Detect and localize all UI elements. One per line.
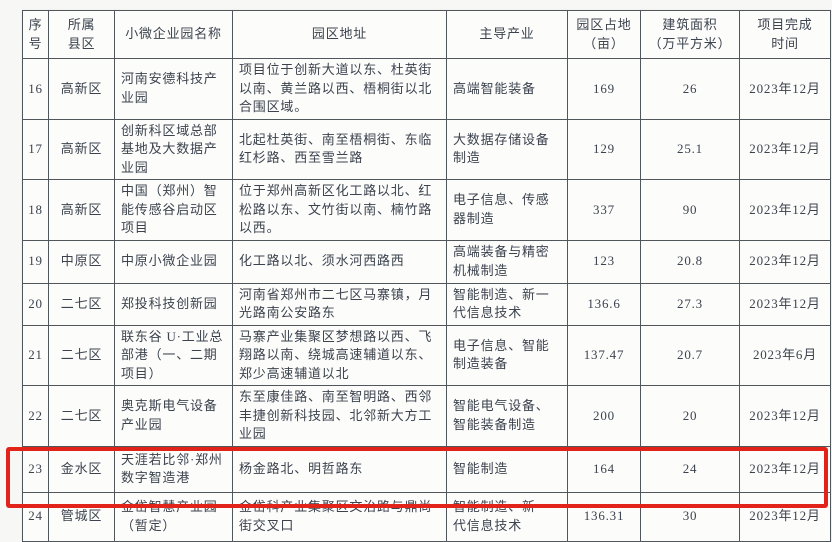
cell-completion-time: 2023年12月 [739, 239, 831, 284]
cell-address: 金岱科产业集聚区文治路与鼎尚街交叉口 [232, 491, 447, 542]
cell-industry: 智能制造、新一代信息技术 [446, 491, 568, 542]
cell-area: 337 [567, 179, 641, 241]
cell-park-name: 中原小微企业园 [114, 239, 233, 284]
cell-industry: 高端装备与精密机械制造 [446, 239, 568, 284]
cell-building-area: 20 [640, 385, 740, 447]
cell-area: 136.31 [567, 491, 641, 542]
cell-address: 北起杜英街、南至梧桐街、东临红杉路、西至雪兰路 [232, 118, 447, 180]
cell-park-name: 奥克斯电气设备产业园 [114, 385, 233, 447]
header-district: 所属 县区 [48, 10, 115, 59]
header-building-area: 建筑面积 （万平方米） [640, 10, 740, 59]
cell-completion-time: 2023年6月 [739, 324, 831, 386]
table-row: 18 高新区 中国（郑州）智能传感谷启动区项目 位于郑州高新区化工路以北、红松路… [22, 179, 831, 241]
enterprise-parks-table: 序 号 所属 县区 小微企业园名称 园区地址 主导产业 园区占地 （亩） 建筑面… [22, 10, 831, 542]
cell-serial: 19 [22, 239, 49, 284]
cell-district: 二七区 [48, 282, 115, 326]
table-row: 23 金水区 天涯若比邻·郑州数字智造港 杨金路北、明哲路东 智能制造 164 … [22, 445, 831, 493]
table-row: 22 二七区 奥克斯电气设备产业园 东至康佳路、南至智明路、西邻丰捷创新科技园、… [22, 385, 831, 447]
cell-area: 123 [567, 239, 641, 284]
cell-park-name: 创新科区域总部基地及大数据产业园 [114, 118, 233, 180]
cell-district: 二七区 [48, 385, 115, 447]
cell-completion-time: 2023年12月 [739, 385, 831, 447]
cell-building-area: 24 [640, 445, 740, 493]
cell-park-name: 郑投科技创新园 [114, 282, 233, 326]
header-industry: 主导产业 [446, 10, 568, 59]
cell-address: 马寨产业集聚区梦想路以西、飞翔路以南、绕城高速辅道以东、郑少高速辅道以北 [232, 324, 447, 386]
cell-building-area: 20.7 [640, 324, 740, 386]
table-row: 16 高新区 河南安德科技产业园 项目位于创新大道以东、杜英街以南、黄兰路以西、… [22, 58, 831, 120]
cell-park-name: 联东谷 U·工业总部港（一、二期项目） [114, 324, 233, 386]
table-row-highlighted: 24 管城区 金岱智慧产业园（暂定） 金岱科产业集聚区文治路与鼎尚街交叉口 智能… [22, 491, 831, 542]
cell-address: 位于郑州高新区化工路以北、红松路以东、文竹街以南、楠竹路以西。 [232, 179, 447, 241]
table-header-row: 序 号 所属 县区 小微企业园名称 园区地址 主导产业 园区占地 （亩） 建筑面… [22, 10, 831, 59]
cell-building-area: 27.3 [640, 282, 740, 326]
cell-building-area: 20.8 [640, 239, 740, 284]
header-area: 园区占地 （亩） [567, 10, 641, 59]
table-row: 19 中原区 中原小微企业园 化工路以北、须水河西路西 高端装备与精密机械制造 … [22, 239, 831, 284]
cell-serial: 22 [22, 385, 49, 447]
cell-address: 河南省郑州市二七区马寨镇，月光路南公安路东 [232, 282, 447, 326]
cell-district: 管城区 [48, 491, 115, 542]
cell-building-area: 90 [640, 179, 740, 241]
table-row: 20 二七区 郑投科技创新园 河南省郑州市二七区马寨镇，月光路南公安路东 智能制… [22, 282, 831, 326]
cell-building-area: 30 [640, 491, 740, 542]
header-serial: 序 号 [22, 10, 49, 59]
cell-district: 高新区 [48, 118, 115, 180]
cell-serial: 17 [22, 118, 49, 180]
cell-serial: 24 [22, 491, 49, 542]
cell-district: 二七区 [48, 324, 115, 386]
cell-industry: 智能制造 [446, 445, 568, 493]
cell-address: 杨金路北、明哲路东 [232, 445, 447, 493]
cell-serial: 16 [22, 58, 49, 120]
cell-park-name: 河南安德科技产业园 [114, 58, 233, 120]
cell-park-name: 天涯若比邻·郑州数字智造港 [114, 445, 233, 493]
cell-industry: 电子信息、智能制造装备 [446, 324, 568, 386]
cell-area: 164 [567, 445, 641, 493]
cell-completion-time: 2023年12月 [739, 179, 831, 241]
cell-address: 东至康佳路、南至智明路、西邻丰捷创新科技园、北邻新大方工业园 [232, 385, 447, 447]
cell-park-name: 金岱智慧产业园（暂定） [114, 491, 233, 542]
cell-area: 136.6 [567, 282, 641, 326]
cell-district: 金水区 [48, 445, 115, 493]
header-park-name: 小微企业园名称 [114, 10, 233, 59]
cell-industry: 智能制造、新一代信息技术 [446, 282, 568, 326]
cell-park-name: 中国（郑州）智能传感谷启动区项目 [114, 179, 233, 241]
cell-area: 200 [567, 385, 641, 447]
cell-industry: 电子信息、传感器制造 [446, 179, 568, 241]
header-address: 园区地址 [232, 10, 447, 59]
cell-industry: 大数据存储设备制造 [446, 118, 568, 180]
cell-building-area: 26 [640, 58, 740, 120]
cell-completion-time: 2023年12月 [739, 58, 831, 120]
cell-serial: 20 [22, 282, 49, 326]
cell-completion-time: 2023年12月 [739, 491, 831, 542]
cell-serial: 23 [22, 445, 49, 493]
cell-completion-time: 2023年12月 [739, 282, 831, 326]
cell-district: 中原区 [48, 239, 115, 284]
table-row: 21 二七区 联东谷 U·工业总部港（一、二期项目） 马寨产业集聚区梦想路以西、… [22, 324, 831, 386]
cell-serial: 18 [22, 179, 49, 241]
header-completion-time: 项目完成 时间 [739, 10, 831, 59]
cell-district: 高新区 [48, 179, 115, 241]
cell-building-area: 25.1 [640, 118, 740, 180]
cell-address: 项目位于创新大道以东、杜英街以南、黄兰路以西、梧桐街以北合围区域。 [232, 58, 447, 120]
table-row: 17 高新区 创新科区域总部基地及大数据产业园 北起杜英街、南至梧桐街、东临红杉… [22, 118, 831, 180]
cell-serial: 21 [22, 324, 49, 386]
cell-industry: 智能电气设备、智能装备制造 [446, 385, 568, 447]
cell-address: 化工路以北、须水河西路西 [232, 239, 447, 284]
cell-completion-time: 2023年12月 [739, 445, 831, 493]
cell-district: 高新区 [48, 58, 115, 120]
cell-industry: 高端智能装备 [446, 58, 568, 120]
cell-completion-time: 2023年12月 [739, 118, 831, 180]
cell-area: 137.47 [567, 324, 641, 386]
cell-area: 169 [567, 58, 641, 120]
cell-area: 129 [567, 118, 641, 180]
